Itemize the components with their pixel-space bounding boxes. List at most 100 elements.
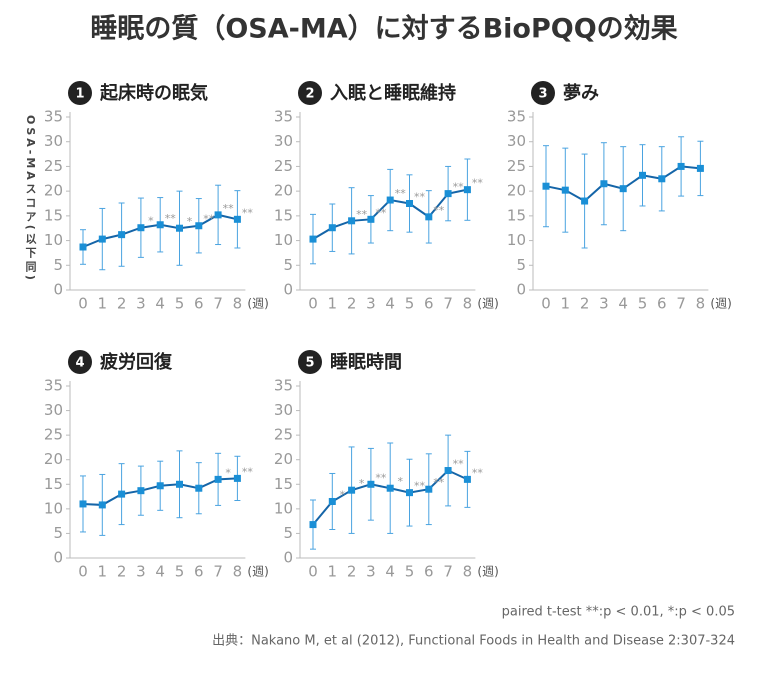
y-tick-label: 0 xyxy=(516,281,526,299)
y-tick-label: 5 xyxy=(283,524,293,542)
x-unit: (週) xyxy=(477,565,498,579)
x-unit: (週) xyxy=(247,297,268,311)
marker xyxy=(118,231,126,239)
significance: ** xyxy=(433,476,445,489)
marker xyxy=(406,200,413,207)
panel-title: 入眠と睡眠維持 xyxy=(330,82,456,104)
marker xyxy=(386,484,394,492)
x-tick-label: 5 xyxy=(175,295,185,313)
x-tick-label: 8 xyxy=(696,295,706,313)
panel-badge xyxy=(298,81,322,105)
x-tick-label: 4 xyxy=(385,295,395,313)
x-tick-label: 5 xyxy=(638,295,648,313)
x-tick-label: 1 xyxy=(98,563,108,581)
significance: ** xyxy=(356,208,368,221)
marker xyxy=(156,482,164,490)
y-tick-label: 30 xyxy=(274,132,293,150)
x-tick-label: 2 xyxy=(347,295,357,313)
marker xyxy=(214,211,222,219)
x-tick-label: 3 xyxy=(366,295,376,313)
y-tick-label: 35 xyxy=(274,108,293,126)
marker xyxy=(542,182,550,190)
marker xyxy=(619,185,627,193)
x-tick-label: 8 xyxy=(463,563,473,581)
y-tick-label: 0 xyxy=(283,281,293,299)
marker xyxy=(581,197,589,205)
y-label: OSA-MAスコア(以下同) xyxy=(24,115,37,283)
y-tick-label: 5 xyxy=(53,524,63,542)
y-tick-label: 30 xyxy=(507,132,526,150)
marker xyxy=(696,164,704,172)
x-tick-label: 8 xyxy=(463,295,473,313)
x-tick-label: 1 xyxy=(561,295,571,313)
y-tick-label: 15 xyxy=(274,206,293,224)
significance: * xyxy=(225,466,231,479)
marker xyxy=(118,490,126,498)
marker xyxy=(386,196,394,204)
marker xyxy=(309,521,317,529)
significance: ** xyxy=(453,458,465,471)
significance: * xyxy=(359,477,365,490)
marker xyxy=(367,215,375,223)
x-tick-label: 5 xyxy=(405,295,415,313)
y-tick-label: 35 xyxy=(274,377,293,395)
x-tick-label: 6 xyxy=(194,563,204,581)
y-tick-label: 25 xyxy=(274,157,293,175)
significance: ** xyxy=(203,213,215,226)
y-tick-label: 25 xyxy=(44,157,63,175)
panel-number: 1 xyxy=(75,87,84,102)
y-tick-label: 0 xyxy=(283,549,293,567)
marker xyxy=(600,180,608,188)
y-tick-label: 20 xyxy=(274,182,293,200)
source: 出典：Nakano M, et al (2012), Functional Fo… xyxy=(212,634,735,649)
x-tick-label: 3 xyxy=(599,295,609,313)
significance: ** xyxy=(242,206,254,219)
y-tick-label: 25 xyxy=(274,426,293,444)
marker xyxy=(677,162,685,170)
marker xyxy=(348,486,356,494)
significance: ** xyxy=(433,204,445,217)
panel-badge xyxy=(531,81,555,105)
marker xyxy=(328,497,336,505)
marker xyxy=(309,235,317,243)
y-tick-label: 30 xyxy=(44,132,63,150)
panel-number: 3 xyxy=(538,87,547,102)
x-tick-label: 2 xyxy=(580,295,590,313)
significance: ** xyxy=(165,212,177,225)
marker xyxy=(79,500,87,508)
marker xyxy=(406,489,413,497)
x-tick-label: 0 xyxy=(308,295,318,313)
x-tick-label: 6 xyxy=(424,295,434,313)
marker xyxy=(561,186,569,194)
significance: ** xyxy=(472,177,484,190)
y-tick-label: 15 xyxy=(507,206,526,224)
x-tick-label: 4 xyxy=(155,563,165,581)
y-tick-label: 5 xyxy=(516,256,526,274)
marker xyxy=(444,467,452,475)
panel-title: 睡眠時間 xyxy=(330,352,402,373)
y-tick-label: 35 xyxy=(44,377,63,395)
marker xyxy=(463,186,471,194)
x-tick-label: 1 xyxy=(328,295,338,313)
significance: ** xyxy=(242,465,254,478)
marker xyxy=(463,475,471,483)
x-tick-label: 5 xyxy=(405,563,415,581)
y-tick-label: 25 xyxy=(44,426,63,444)
x-tick-label: 5 xyxy=(175,563,185,581)
y-tick-label: 10 xyxy=(44,499,63,517)
y-tick-label: 35 xyxy=(44,108,63,126)
note: paired t-test **:p < 0.01, *:p < 0.05 xyxy=(502,605,735,620)
marker xyxy=(79,243,87,251)
y-tick-label: 35 xyxy=(507,108,526,126)
x-tick-label: 3 xyxy=(366,563,376,581)
y-tick-label: 15 xyxy=(44,475,63,493)
y-tick-label: 20 xyxy=(274,450,293,468)
y-tick-label: 15 xyxy=(44,206,63,224)
x-tick-label: 6 xyxy=(424,563,434,581)
marker xyxy=(425,213,433,221)
y-tick-label: 20 xyxy=(507,182,526,200)
x-tick-label: 7 xyxy=(443,563,453,581)
panel-number: 4 xyxy=(75,356,84,371)
x-tick-label: 0 xyxy=(541,295,551,313)
